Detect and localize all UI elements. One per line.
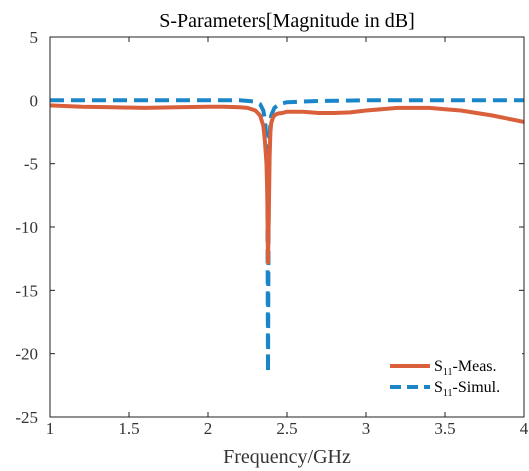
y-tick-label: -10 (15, 218, 38, 237)
y-tick-label: -20 (15, 345, 38, 364)
legend: S11-Meas. S11-Simul. (384, 352, 522, 404)
x-axis-label: Frequency/GHz (223, 446, 351, 468)
y-tick-label: 0 (30, 91, 39, 110)
x-tick-label: 1.5 (118, 419, 139, 438)
x-tick-label: 3.5 (434, 419, 455, 438)
x-tick-label: 2 (204, 419, 213, 438)
x-tick-label: 2.5 (276, 419, 297, 438)
y-tick-label: -15 (15, 281, 38, 300)
y-tick-label: -5 (24, 155, 38, 174)
x-tick-label: 3 (362, 419, 371, 438)
x-tick-label: 4 (520, 419, 529, 438)
chart-title: S-Parameters[Magnitude in dB] (159, 10, 415, 32)
x-tick-label: 1 (46, 419, 55, 438)
y-tick-label: 5 (30, 28, 39, 47)
y-tick-label: -25 (15, 408, 38, 427)
